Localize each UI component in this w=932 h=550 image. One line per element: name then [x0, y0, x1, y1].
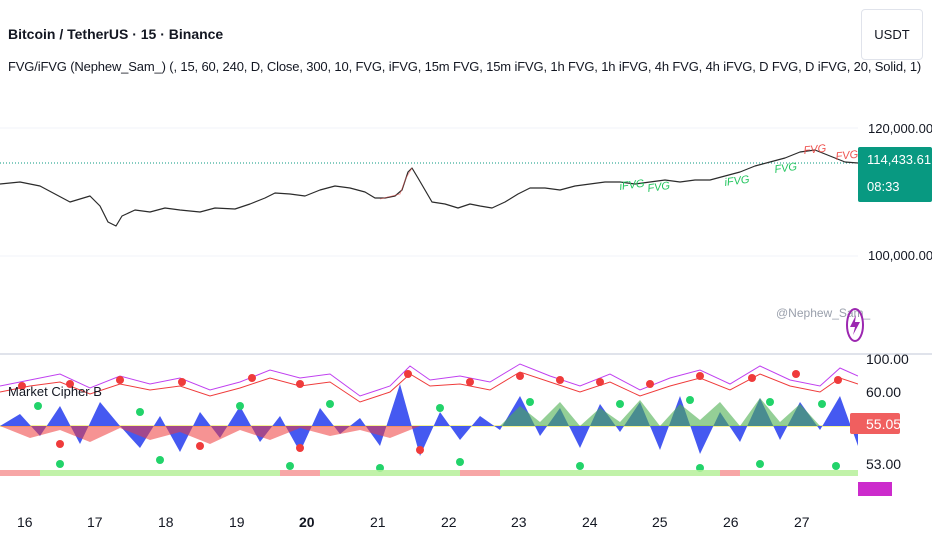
strip: [0, 470, 858, 476]
date-tick: 23: [511, 514, 527, 530]
date-tick: 26: [723, 514, 739, 530]
line-red: [0, 371, 858, 403]
fvg-label: iFVG: [619, 178, 646, 193]
date-tick: 22: [441, 514, 457, 530]
dots-green: [34, 396, 840, 472]
osc-tick: 53.00: [866, 456, 902, 472]
time-axis[interactable]: 16 17 18 19 20 21 22 23 24 25 26 27: [0, 500, 858, 550]
bolt-icon[interactable]: [845, 307, 865, 343]
osc-tick: 100.00: [866, 351, 909, 367]
fvg-label: FVG: [835, 149, 858, 163]
author-watermark: @Nephew_Sam_: [776, 306, 871, 320]
main-chart[interactable]: iFVG FVG iFVG FVG FVG FVG: [0, 0, 858, 352]
wave-green: [500, 398, 820, 426]
fvg-label: FVG: [803, 143, 827, 157]
date-tick: 16: [17, 514, 33, 530]
date-tick: 24: [582, 514, 598, 530]
last-price-badge: 114,433.61 08:33: [858, 147, 932, 202]
price-tick: 100,000.00: [868, 248, 932, 263]
fvg-label: FVG: [647, 180, 672, 195]
dots-red: [18, 370, 842, 454]
oscillator-value-badge: 55.05: [850, 413, 901, 434]
osc-tick: 60.00: [866, 384, 902, 400]
fvg-labels-red: FVG FVG: [803, 143, 858, 163]
date-tick: 17: [87, 514, 103, 530]
date-tick: 18: [158, 514, 174, 530]
oscillator-marker-badge: [858, 482, 892, 496]
oscillator-chart[interactable]: [0, 356, 858, 490]
oscillator-name[interactable]: Market Cipher B: [8, 384, 102, 399]
date-tick: 19: [229, 514, 245, 530]
indicator-legend[interactable]: FVG/iFVG (Nephew_Sam_) (, 15, 60, 240, D…: [8, 59, 922, 74]
last-price-value: 114,433.61: [867, 152, 932, 167]
fvg-labels-green: iFVG FVG iFVG FVG: [619, 161, 799, 195]
currency-label: USDT: [874, 27, 910, 42]
fvg-label: iFVG: [724, 174, 751, 189]
currency-button[interactable]: USDT: [861, 9, 923, 60]
line-magenta: [0, 363, 858, 397]
fvg-label: FVG: [774, 161, 799, 176]
symbol-title[interactable]: Bitcoin / TetherUS · 15 · Binance: [8, 26, 224, 42]
date-tick: 21: [370, 514, 386, 530]
bar-countdown: 08:33: [867, 179, 900, 194]
date-tick: 27: [794, 514, 810, 530]
wave-red: [0, 426, 420, 444]
date-tick: 25: [652, 514, 668, 530]
price-tick: 120,000.00: [868, 121, 932, 136]
date-tick: 20: [299, 514, 315, 530]
price-series: [0, 149, 858, 227]
pane-separator[interactable]: [0, 353, 932, 355]
